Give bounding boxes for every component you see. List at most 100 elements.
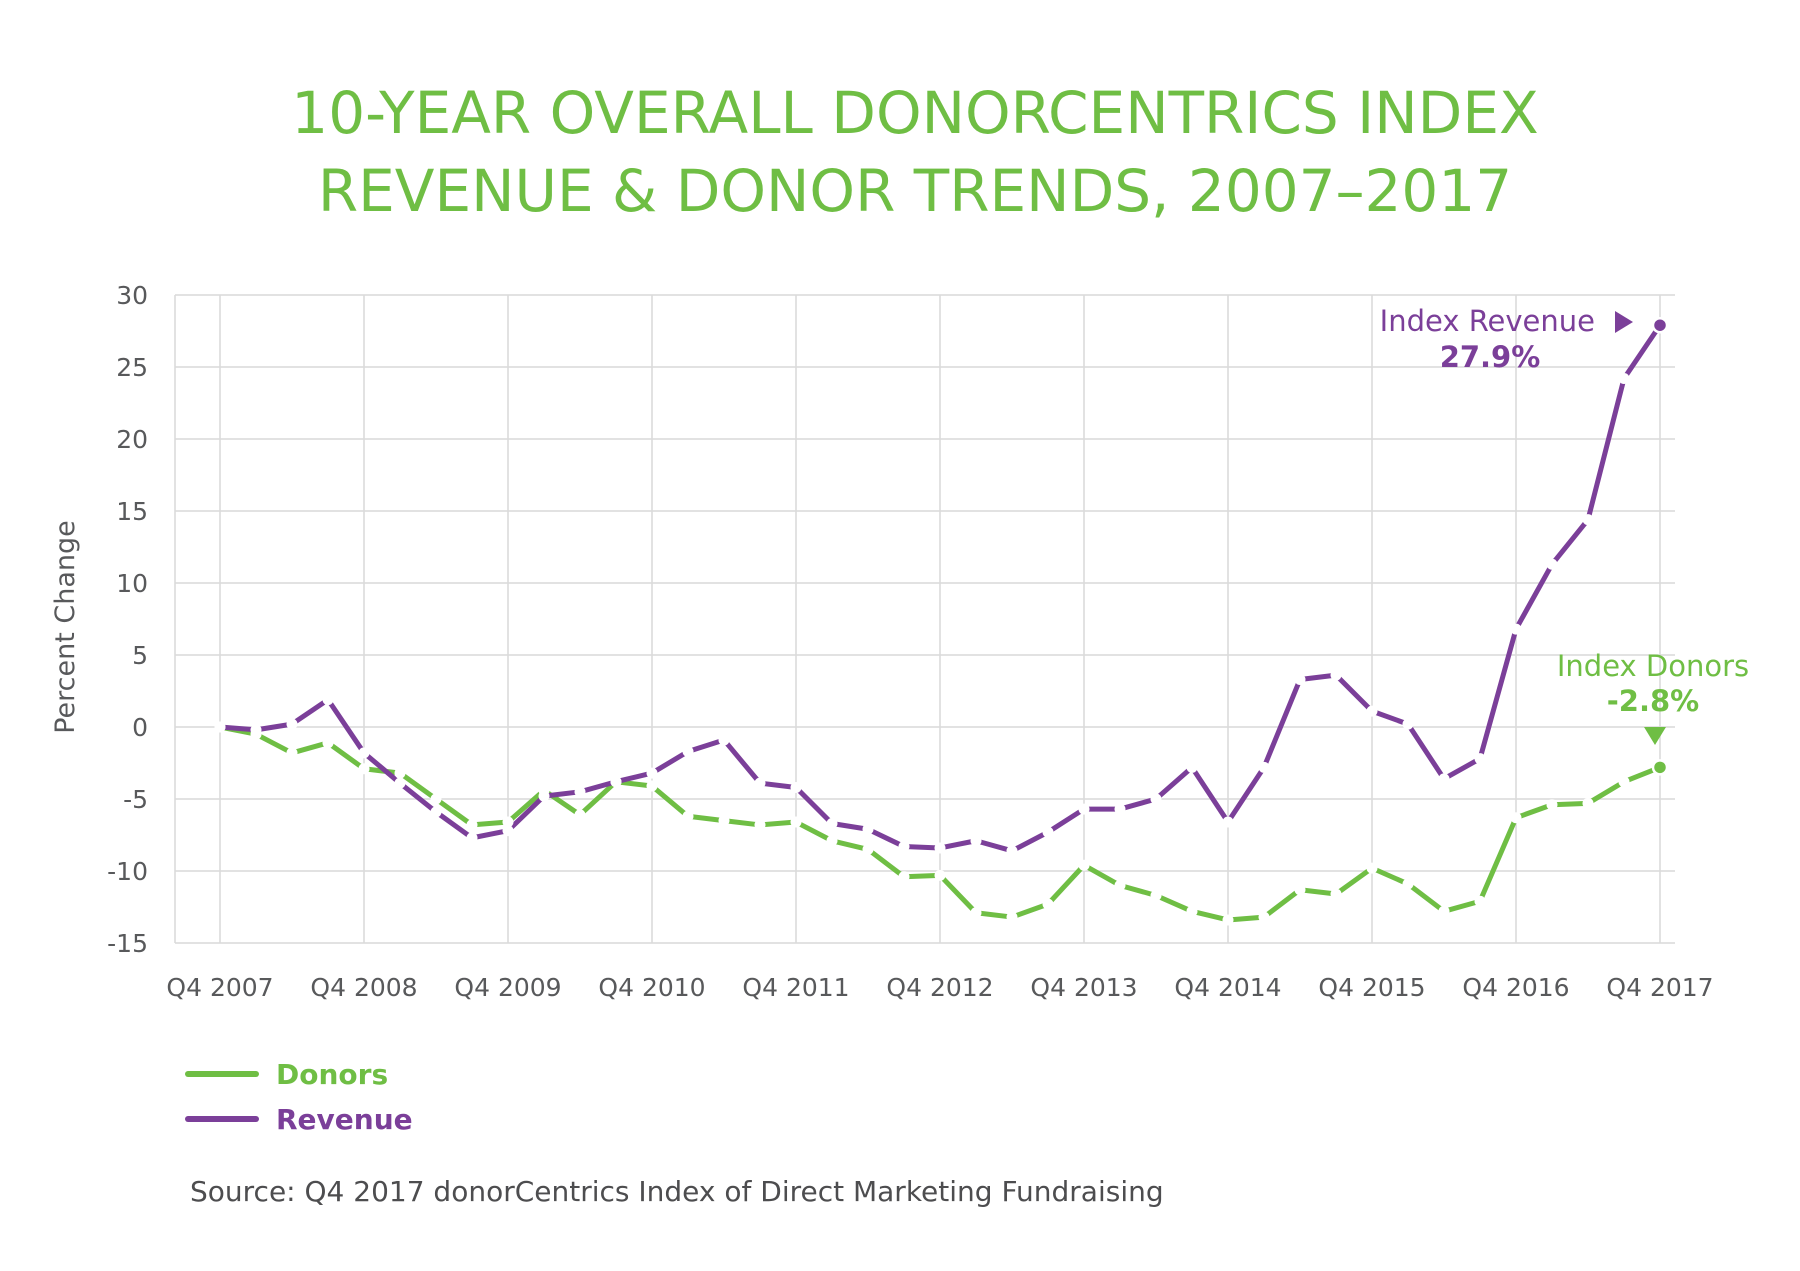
x-tick-label: Q4 2012 bbox=[886, 973, 993, 1002]
x-tick-label: Q4 2010 bbox=[598, 973, 705, 1002]
data-point-revenue bbox=[1510, 623, 1522, 635]
y-tick-label: -15 bbox=[107, 929, 148, 958]
data-point-revenue bbox=[1438, 773, 1450, 785]
data-point-donors bbox=[1330, 888, 1342, 900]
data-point-revenue bbox=[1294, 673, 1306, 685]
chart-title-line-2: REVENUE & DONOR TRENDS, 2007–2017 bbox=[318, 157, 1512, 225]
y-axis-ticks: 30 25 20 15 10 5 0 -5 -10 -15 bbox=[107, 281, 148, 958]
data-point-revenue bbox=[898, 841, 910, 853]
data-point-donors bbox=[1618, 776, 1630, 788]
data-point-donors bbox=[1510, 812, 1522, 824]
x-tick-label: Q4 2011 bbox=[742, 973, 849, 1002]
y-tick-label: 15 bbox=[116, 497, 148, 526]
data-point-donors bbox=[718, 815, 730, 827]
data-point-donors bbox=[430, 793, 442, 805]
data-point-revenue bbox=[1042, 826, 1054, 838]
data-point-donors bbox=[286, 747, 298, 759]
data-point-donors bbox=[646, 780, 658, 792]
data-point-revenue bbox=[1258, 761, 1270, 773]
data-point-revenue bbox=[862, 823, 874, 835]
data-point-revenue bbox=[718, 734, 730, 746]
data-point-revenue bbox=[790, 781, 802, 793]
data-point-revenue bbox=[322, 694, 334, 706]
data-point-revenue bbox=[1150, 793, 1162, 805]
data-point-revenue bbox=[538, 790, 550, 802]
y-tick-label: 5 bbox=[132, 641, 148, 670]
data-point-revenue bbox=[1186, 761, 1198, 773]
annotation-revenue-arrow-icon bbox=[1615, 311, 1633, 333]
data-point-donors bbox=[1186, 905, 1198, 917]
data-point-donors bbox=[898, 871, 910, 883]
data-point-donors bbox=[1114, 879, 1126, 891]
data-point-donors bbox=[1150, 889, 1162, 901]
x-tick-label: Q4 2016 bbox=[1462, 973, 1569, 1002]
data-point-donors bbox=[574, 809, 586, 821]
data-point-donors bbox=[1006, 911, 1018, 923]
annotation-index-revenue: Index Revenue 27.9% bbox=[1380, 304, 1633, 374]
annotation-revenue-value: 27.9% bbox=[1440, 340, 1541, 374]
data-point-revenue bbox=[826, 817, 838, 829]
data-point-donors bbox=[1294, 884, 1306, 896]
data-point-revenue bbox=[1546, 558, 1558, 570]
data-point-donors bbox=[1078, 859, 1090, 871]
data-point-donors bbox=[322, 737, 334, 749]
data-point-donors bbox=[790, 816, 802, 828]
data-point-revenue bbox=[1651, 316, 1669, 334]
data-point-revenue bbox=[1330, 669, 1342, 681]
data-point-donors bbox=[1042, 898, 1054, 910]
data-point-donors bbox=[826, 835, 838, 847]
data-point-revenue bbox=[466, 832, 478, 844]
data-point-revenue bbox=[1618, 373, 1630, 385]
data-point-revenue bbox=[1366, 705, 1378, 717]
annotation-donors-arrow-icon bbox=[1644, 727, 1666, 745]
y-axis-title: Percent Change bbox=[50, 520, 81, 734]
y-tick-label: 30 bbox=[116, 281, 148, 310]
y-tick-label: 20 bbox=[116, 425, 148, 454]
y-tick-label: 0 bbox=[132, 713, 148, 742]
data-point-revenue bbox=[394, 777, 406, 789]
data-point-donors bbox=[502, 816, 514, 828]
annotation-revenue-label: Index Revenue bbox=[1380, 304, 1595, 338]
data-point-donors bbox=[682, 810, 694, 822]
x-tick-label: Q4 2009 bbox=[454, 973, 561, 1002]
annotation-index-donors: Index Donors -2.8% bbox=[1557, 649, 1749, 745]
data-point-donors bbox=[754, 819, 766, 831]
data-point-donors bbox=[1546, 799, 1558, 811]
data-point-donors bbox=[1474, 895, 1486, 907]
data-point-revenue bbox=[1222, 816, 1234, 828]
x-axis-ticks: Q4 2007 Q4 2008 Q4 2009 Q4 2010 Q4 2011 Q4 20… bbox=[166, 973, 1713, 1002]
grid-lines bbox=[174, 294, 1675, 944]
data-point-revenue bbox=[970, 835, 982, 847]
data-point-revenue bbox=[754, 777, 766, 789]
x-tick-label: Q4 2007 bbox=[166, 973, 273, 1002]
legend-revenue-label: Revenue bbox=[276, 1103, 413, 1136]
data-point-revenue bbox=[286, 718, 298, 730]
data-point-donors bbox=[1438, 905, 1450, 917]
x-tick-label: Q4 2008 bbox=[310, 973, 417, 1002]
chart-title-line-1: 10-YEAR OVERALL DONORCENTRICS INDEX bbox=[291, 79, 1538, 147]
annotation-donors-value: -2.8% bbox=[1607, 684, 1699, 718]
series-points bbox=[214, 316, 1669, 926]
data-point-donors bbox=[1366, 862, 1378, 874]
y-tick-label: -10 bbox=[107, 857, 148, 886]
data-point-donors bbox=[1402, 878, 1414, 890]
data-point-revenue bbox=[934, 842, 946, 854]
data-point-donors bbox=[466, 819, 478, 831]
x-tick-label: Q4 2017 bbox=[1606, 973, 1713, 1002]
data-point-revenue bbox=[1474, 753, 1486, 765]
x-tick-label: Q4 2015 bbox=[1318, 973, 1425, 1002]
data-point-revenue bbox=[430, 806, 442, 818]
data-point-donors bbox=[862, 843, 874, 855]
data-point-revenue bbox=[682, 745, 694, 757]
data-point-revenue bbox=[358, 747, 370, 759]
data-point-revenue bbox=[1078, 803, 1090, 815]
data-point-revenue bbox=[1582, 514, 1594, 526]
data-point-donors bbox=[1582, 797, 1594, 809]
data-point-revenue bbox=[1402, 718, 1414, 730]
legend: Donors Revenue bbox=[185, 1058, 413, 1136]
source-note: Source: Q4 2017 donorCentrics Index of D… bbox=[190, 1175, 1164, 1208]
annotation-donors-label: Index Donors bbox=[1557, 649, 1749, 683]
data-point-donors bbox=[1258, 911, 1270, 923]
data-point-donors bbox=[394, 767, 406, 779]
